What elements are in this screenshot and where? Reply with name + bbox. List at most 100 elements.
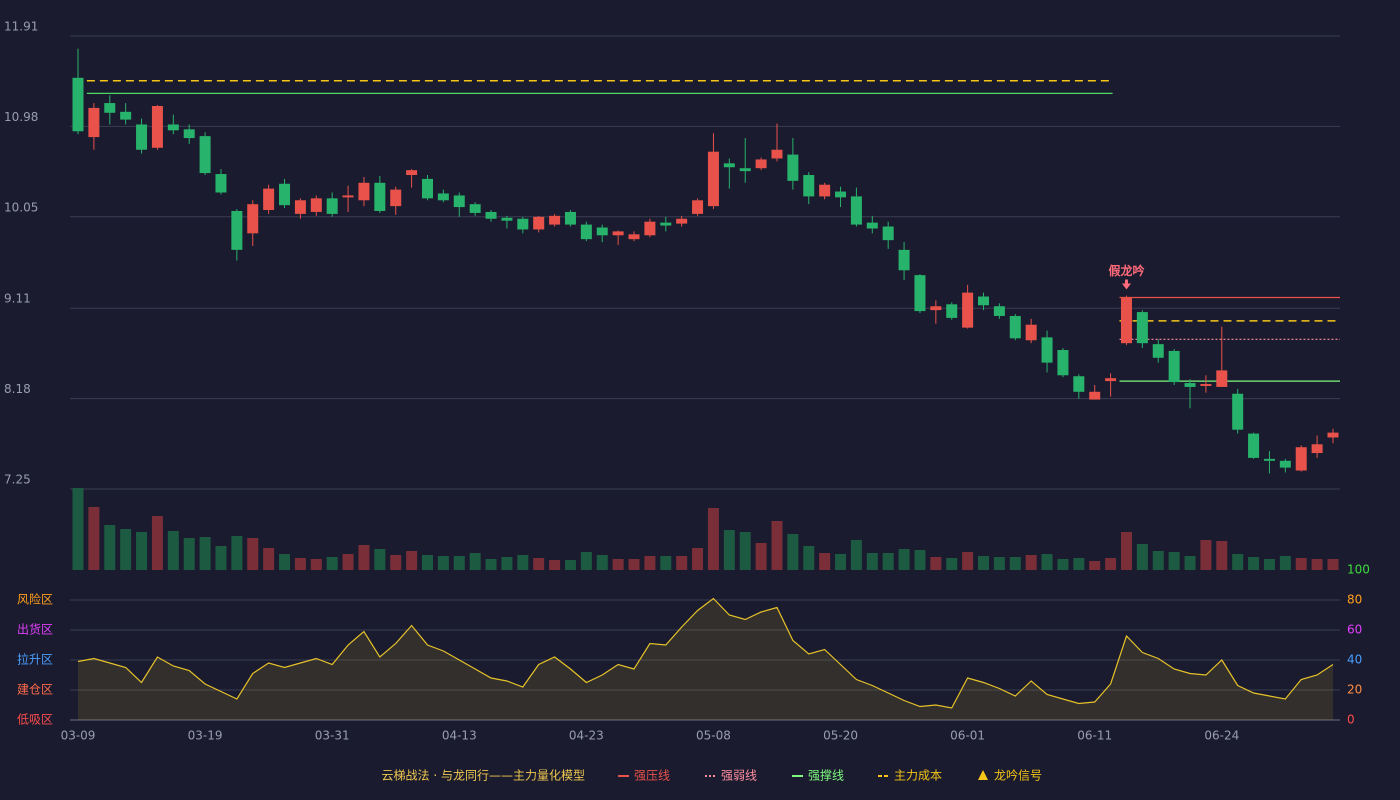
volume-bar xyxy=(580,552,592,570)
candle-body xyxy=(469,204,481,213)
volume-bar xyxy=(374,549,386,570)
candle-body xyxy=(644,221,656,236)
volume-bar xyxy=(136,532,148,570)
signal-label: 假龙吟 xyxy=(1108,263,1144,278)
volume-bar xyxy=(263,548,275,570)
candle-body xyxy=(1184,383,1196,387)
candle-body xyxy=(374,182,386,211)
candle-body xyxy=(755,159,767,169)
candle-body xyxy=(358,182,370,201)
candle-body xyxy=(294,200,306,214)
volume-bar xyxy=(199,537,211,570)
candle-body xyxy=(88,107,100,138)
candle-body xyxy=(898,249,910,271)
volume-bar xyxy=(1089,561,1101,570)
candle-body xyxy=(279,183,291,206)
candle-body xyxy=(771,149,783,159)
y2-tick-label: 40 xyxy=(1347,653,1362,667)
candle-body xyxy=(914,275,926,312)
volume-bar xyxy=(898,549,910,570)
volume-bar xyxy=(1200,540,1212,570)
candle-body xyxy=(993,306,1005,316)
volume-bar xyxy=(406,551,418,570)
candle-body xyxy=(850,196,862,225)
volume-bar xyxy=(437,556,449,570)
volume-bar xyxy=(120,529,132,570)
candle-body xyxy=(501,217,513,221)
candle-body xyxy=(835,191,847,198)
candle-body xyxy=(247,204,259,234)
x-tick-label: 05-08 xyxy=(696,729,731,743)
volume-bar xyxy=(1248,557,1260,570)
candle-body xyxy=(1200,384,1212,386)
candle-body xyxy=(104,103,116,113)
candle-body xyxy=(1057,349,1069,376)
candle-body xyxy=(612,231,624,236)
candle-body xyxy=(215,174,227,193)
legend-label: 强弱线 xyxy=(721,769,757,783)
candle-body xyxy=(707,151,719,207)
volume-bar xyxy=(517,555,529,570)
volume-bar xyxy=(787,534,799,570)
volume-bar xyxy=(358,545,370,570)
candle-body xyxy=(533,216,545,230)
volume-bar xyxy=(930,557,942,570)
candle-body xyxy=(485,211,497,219)
candle-body xyxy=(930,306,942,311)
candle-body xyxy=(564,211,576,225)
candle-body xyxy=(866,222,878,229)
volume-bar xyxy=(1105,558,1117,570)
volume-bar xyxy=(294,558,306,570)
candle-body xyxy=(437,193,449,201)
zone-label: 拉升区 xyxy=(17,652,53,667)
zone-label: 建仓区 xyxy=(17,683,53,697)
volume-bar xyxy=(485,559,497,570)
volume-bar xyxy=(1120,532,1132,570)
y2-tick-label: 60 xyxy=(1347,623,1362,637)
volume-bar xyxy=(1311,559,1323,570)
y-tick-label: 11.91 xyxy=(4,20,38,34)
candle-body xyxy=(1216,370,1228,387)
indicator-area xyxy=(78,598,1333,720)
volume-bar xyxy=(755,543,767,570)
volume-bar xyxy=(72,488,84,570)
volume-bar xyxy=(707,508,719,570)
candle-body xyxy=(803,175,815,197)
volume-bar xyxy=(1295,558,1307,570)
volume-bar xyxy=(739,532,751,570)
y2-tick-label: 0 xyxy=(1347,713,1355,727)
candle-body xyxy=(453,195,465,208)
candle-body xyxy=(819,184,831,197)
candle-body xyxy=(1152,344,1164,358)
volume-bar xyxy=(151,516,163,570)
volume-bar xyxy=(1327,559,1339,570)
legend-title: 云梯战法 · 与龙同行——主力量化模型 xyxy=(382,769,585,783)
x-tick-label: 03-09 xyxy=(61,729,96,743)
candle-body xyxy=(167,124,179,131)
volume-bar xyxy=(946,558,958,570)
legend-label: 龙吟信号 xyxy=(994,768,1042,783)
y-tick-label: 8.18 xyxy=(4,382,31,396)
candle-body xyxy=(231,210,243,250)
volume-bar xyxy=(1152,551,1164,570)
candle-body xyxy=(946,304,958,318)
candle-body xyxy=(72,77,84,132)
x-tick-label: 03-31 xyxy=(315,729,350,743)
candle-body xyxy=(1263,458,1275,461)
y2-tick-label: 20 xyxy=(1347,683,1362,697)
candle-body xyxy=(676,218,688,224)
volume-bar xyxy=(660,556,672,570)
volume-bar xyxy=(342,554,354,570)
indicator-line xyxy=(77,597,1334,709)
candle-body xyxy=(739,168,751,172)
volume-bar xyxy=(453,556,465,570)
volume-bar xyxy=(1279,556,1291,570)
volume-bar xyxy=(183,538,195,570)
volume-bar xyxy=(914,550,926,570)
volume-bar xyxy=(215,546,227,570)
zone-label: 低吸区 xyxy=(17,713,53,727)
volume-bar xyxy=(993,557,1005,570)
volume-bar xyxy=(501,557,513,570)
